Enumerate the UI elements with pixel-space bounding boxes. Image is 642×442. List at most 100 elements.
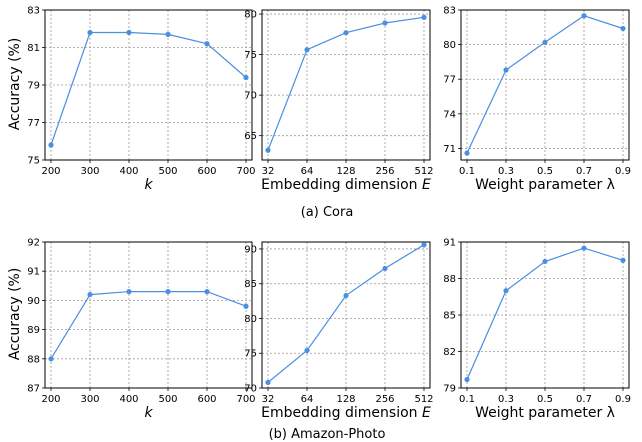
x-tick-label: 64 [301,166,314,177]
y-tick-label: 74 [443,109,456,120]
series-line [466,15,624,154]
data-point [503,288,509,294]
chart-4: 200 300 400 500 600 700 87 88 89 90 91 92 k [27,238,255,422]
x-axis-label: Embedding dimension E [261,405,431,421]
y-tick-label: 75 [244,349,257,360]
x-tick-label: 0.7 [576,394,592,405]
data-point [243,74,249,81]
plot-frame [261,241,431,389]
data-point [343,30,349,36]
data-point [165,289,171,295]
y-tick-label: 85 [244,279,257,290]
x-tick-label: 300 [80,394,99,405]
y-tick-label: 77 [443,75,456,86]
y-tick-label: 90 [27,296,40,307]
x-tick-label: 128 [336,394,355,405]
caption-amazon-photo: (b) Amazon-Photo [269,427,386,442]
data-point [48,356,54,362]
data-point [620,257,626,263]
y-tick-label: 92 [27,238,40,249]
data-point [421,14,427,20]
data-point [464,376,470,383]
x-tick-label: 400 [119,166,138,177]
data-point [165,31,171,37]
data-point [126,289,132,295]
y-tick-label: 88 [443,274,456,285]
y-tick-label: 70 [244,91,257,102]
x-tick-label: 0.5 [537,394,553,405]
x-tick-label: 200 [41,166,60,177]
x-tick-label: 500 [158,166,177,177]
data-point [304,347,310,354]
x-tick-label: 400 [119,394,138,405]
y-tick-label: 88 [27,354,40,365]
plot-frame [44,9,253,161]
plot-frame [460,241,630,389]
plot-frame [460,9,630,161]
y-axis-label-row-1: Accuracy (%) [7,38,23,131]
y-axis-label-row-2: Accuracy (%) [7,268,23,361]
data-point [265,147,271,153]
chart-1: 200 300 400 500 600 700 75 77 79 81 83 k [27,6,255,194]
data-point [126,29,132,36]
x-tick-label: 512 [414,394,433,405]
y-tick-label: 70 [244,384,257,395]
chart-3: 0.1 0.3 0.5 0.7 0.9 71 74 77 80 83 Weight paramete… [443,6,631,194]
x-tick-label: 300 [80,166,99,177]
data-point [542,258,548,265]
data-point [581,13,587,19]
y-tick-label: 71 [443,144,456,155]
x-tick-label: 200 [41,394,60,405]
x-tick-label: 0.9 [615,166,631,177]
x-tick-label: 0.1 [459,394,475,405]
x-tick-label: 0.3 [498,394,514,405]
data-point [421,242,427,248]
data-point [265,379,271,386]
y-tick-label: 75 [244,50,257,61]
x-tick-label: 512 [414,166,433,177]
x-tick-label: 700 [236,166,255,177]
y-tick-label: 83 [27,6,40,17]
x-axis-label: Embedding dimension E [261,177,431,193]
y-tick-label: 80 [244,314,257,325]
y-tick-label: 80 [244,10,257,21]
y-tick-label: 91 [27,267,40,278]
data-point [87,291,93,298]
data-point [304,47,310,53]
data-point [464,150,470,156]
x-axis-label: Weight parameter λ [475,177,615,193]
y-tick-label: 83 [443,6,456,17]
x-tick-label: 0.5 [537,166,553,177]
data-point [204,289,210,295]
y-tick-label: 82 [443,347,456,358]
caption-cora: (a) Cora [301,205,354,220]
data-point [581,245,587,251]
data-point [382,265,388,272]
x-tick-label: 128 [336,166,355,177]
y-tick-label: 91 [443,238,456,249]
x-axis-label: k [144,405,153,421]
data-point [48,142,54,148]
data-point [382,20,388,26]
x-tick-label: 0.7 [576,166,592,177]
plot-frame [44,241,253,389]
x-tick-label: 64 [301,394,314,405]
x-tick-label: 0.3 [498,166,514,177]
y-tick-label: 65 [244,131,257,142]
series-line [50,291,247,360]
x-tick-label: 32 [262,166,275,177]
x-tick-label: 32 [262,394,275,405]
y-tick-label: 81 [27,43,40,54]
chart-2: 32 64 128 256 512 65 70 75 80 Embedding dimension… [244,9,434,193]
data-point [542,39,548,45]
y-tick-label: 90 [244,244,257,255]
x-tick-label: 700 [236,394,255,405]
y-tick-label: 75 [27,156,40,167]
y-tick-label: 87 [27,384,40,395]
data-point [503,67,509,73]
series-line [267,244,425,383]
y-tick-label: 89 [27,325,40,336]
chart-5: 32 64 128 256 512 70 75 80 85 90 Embedding dimensi… [244,241,434,421]
data-point [243,303,249,309]
